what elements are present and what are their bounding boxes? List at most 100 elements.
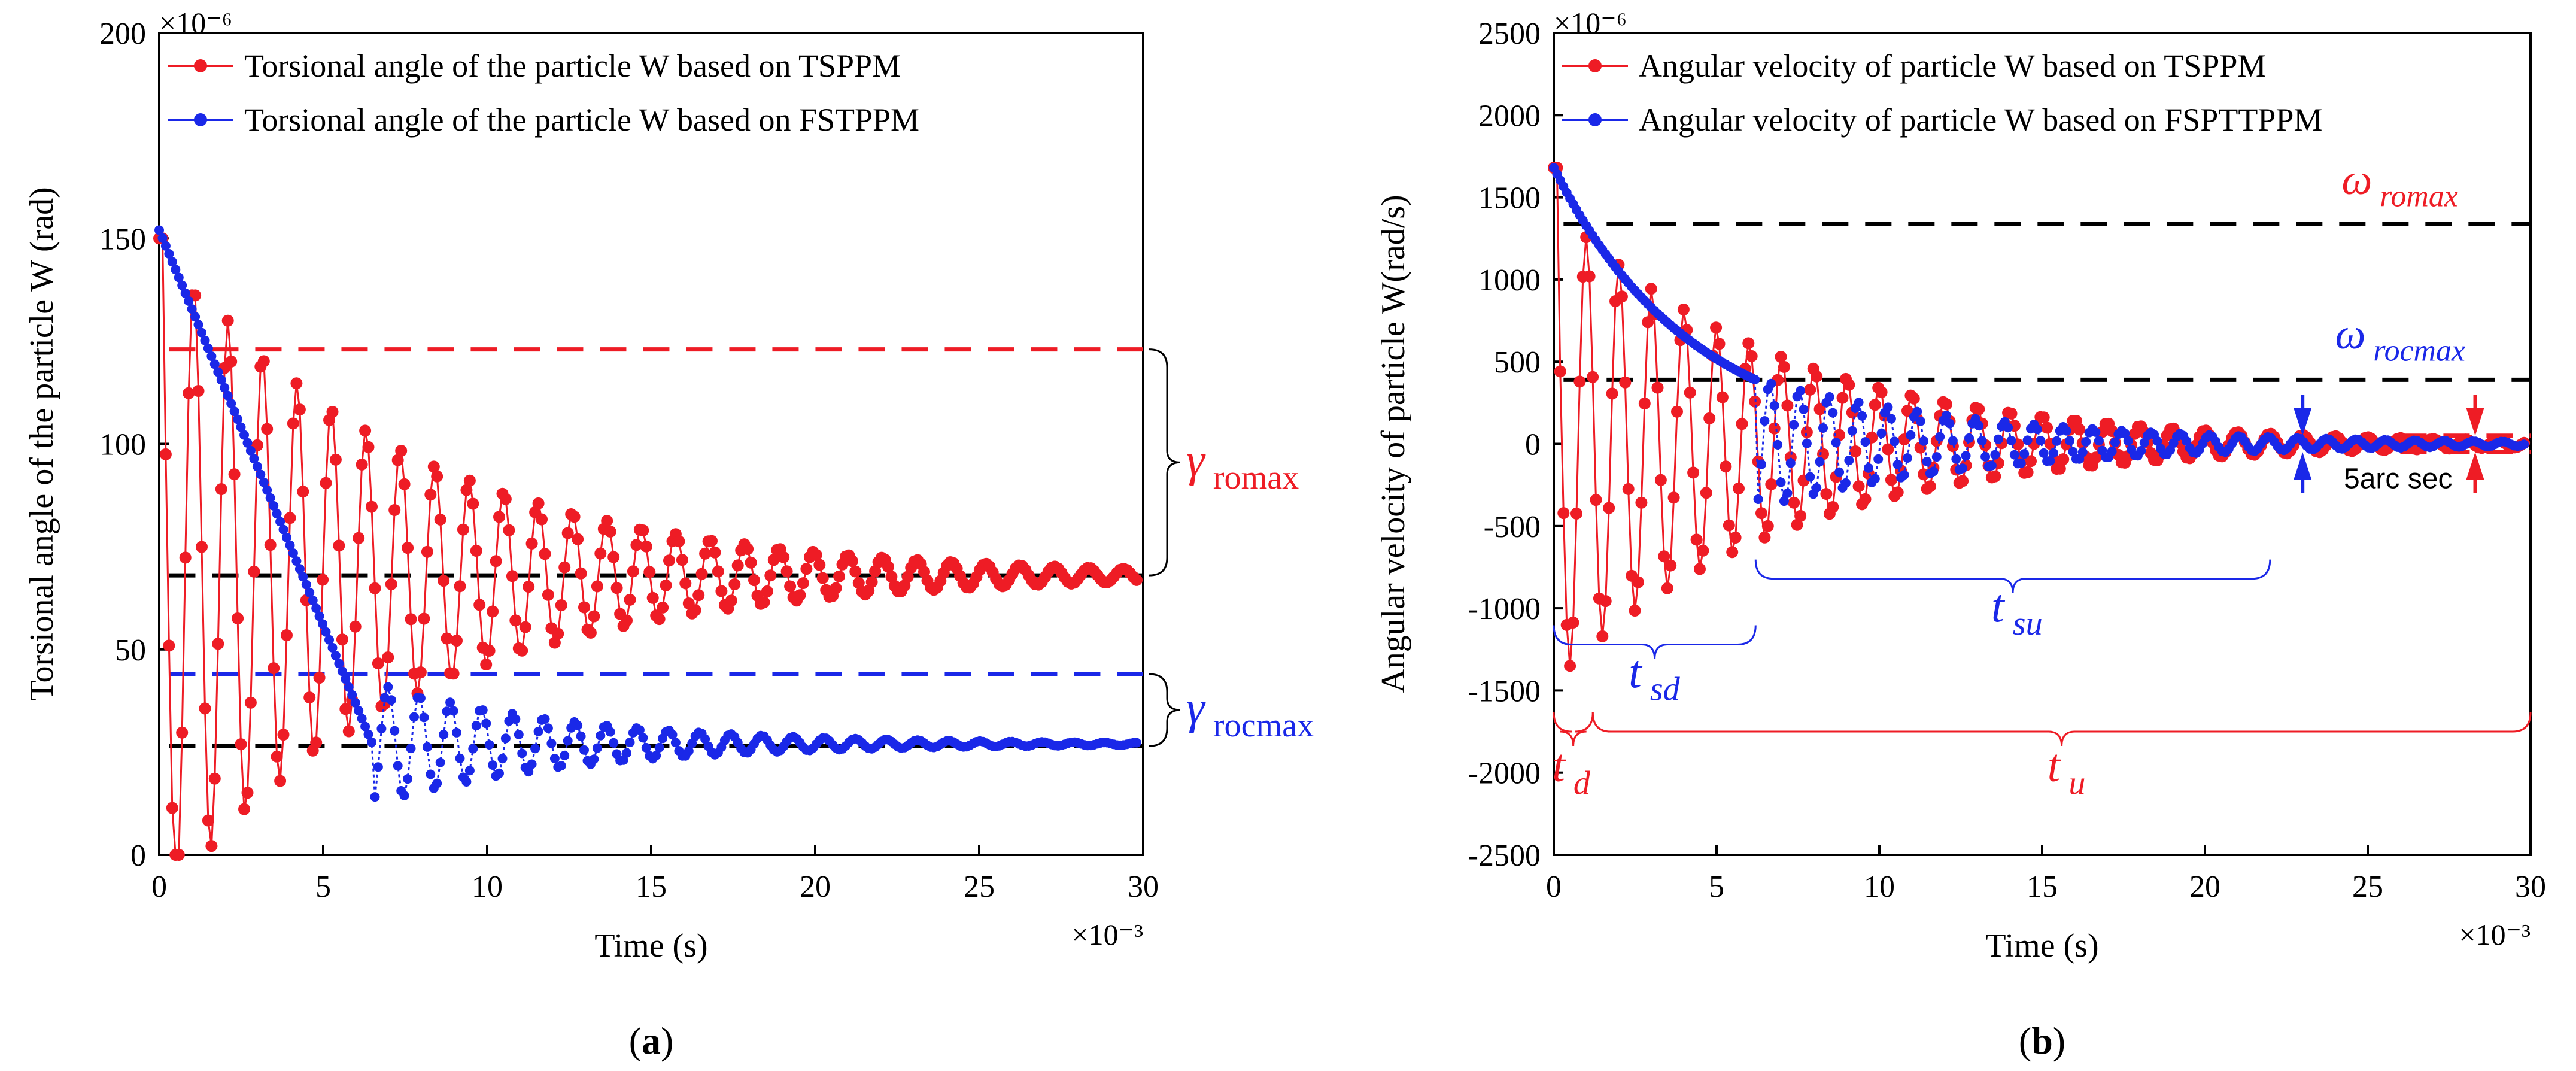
panel-a-data-point xyxy=(572,533,584,545)
panel-a-data-point xyxy=(192,385,205,397)
panel-b-data-point xyxy=(1645,283,1657,295)
panel-a-data-point xyxy=(269,501,279,511)
panel-b-data-point xyxy=(1736,418,1748,430)
panel-b-data-point xyxy=(1632,576,1644,588)
panel-b-data-point xyxy=(2065,436,2075,446)
panel-b-x-tick-label: 15 xyxy=(2027,870,2058,904)
panel-a-data-point xyxy=(398,478,411,490)
panel-b-data-point xyxy=(1697,544,1709,557)
panel-a-data-point xyxy=(163,639,175,652)
panel-a-data-point xyxy=(426,769,436,779)
panel-b-data-point xyxy=(1940,398,1952,411)
panel-b-data-point xyxy=(1773,439,1783,450)
panel-b-data-point xyxy=(1765,478,1778,490)
panel-a-data-point xyxy=(488,760,498,770)
panel-a-data-point xyxy=(424,489,437,501)
panel-a-data-point xyxy=(706,535,718,547)
panel-a-data-point xyxy=(167,257,177,267)
panel-a-data-point xyxy=(291,556,302,566)
panel-a-data-point xyxy=(248,565,260,578)
panel-b-x-tick-label: 20 xyxy=(2189,870,2220,904)
panel-a-data-point xyxy=(767,554,780,566)
panel-a-data-point xyxy=(742,543,754,555)
panel-b-data-point xyxy=(1757,459,1766,469)
panel-a-data-point xyxy=(846,555,858,568)
panel-a-data-point xyxy=(238,803,250,815)
panel-b-data-point xyxy=(1703,412,1716,424)
panel-b-data-point xyxy=(1890,436,1900,447)
panel-a-data-point xyxy=(376,724,387,734)
panel-b-data-point xyxy=(1661,582,1673,594)
panel-b-data-point xyxy=(1779,496,1789,506)
panel-a-data-point xyxy=(725,594,737,607)
panel-a-data-point xyxy=(493,511,505,523)
panel-b-data-point xyxy=(1729,532,1742,544)
panel-a-data-point xyxy=(403,774,413,784)
panel-b-data-point xyxy=(1664,559,1677,572)
panel-a-data-point xyxy=(157,233,168,243)
panel-a-data-point xyxy=(676,554,688,566)
panel-a-data-point xyxy=(780,565,793,578)
panel-b-data-point xyxy=(1948,436,1958,446)
panel-a-data-point xyxy=(220,383,230,393)
panel-a-data-point xyxy=(511,714,521,724)
panel-b-y-tick-label: -2500 xyxy=(1468,839,1541,873)
panel-b-data-point xyxy=(1958,463,1968,474)
panel-b-data-point xyxy=(2016,458,2026,468)
panel-b-data-point xyxy=(1794,509,1807,522)
panel-a-y-tick-label: 50 xyxy=(115,633,146,668)
panel-a-data-point xyxy=(257,355,270,368)
panel-a-data-point xyxy=(447,668,460,680)
panel-b-data-point xyxy=(2057,453,2070,466)
panel-a-data-point xyxy=(654,742,664,753)
panel-a-data-point xyxy=(308,595,318,605)
panel-a-data-point xyxy=(523,581,535,593)
panel-b-data-point xyxy=(1857,411,1867,421)
panel-b-data-point xyxy=(1684,386,1696,399)
panel-a-data-point xyxy=(337,666,347,676)
panel-a-data-point xyxy=(509,614,522,627)
panel-a-data-point xyxy=(478,705,488,715)
panel-a-data-point xyxy=(1131,574,1143,586)
panel-a-data-point xyxy=(209,359,220,369)
panel-a-x-tick-label: 20 xyxy=(800,870,831,904)
panel-a-data-point xyxy=(663,554,675,567)
panel-a-brace xyxy=(1149,673,1181,747)
panel-b-data-point xyxy=(1694,563,1706,575)
panel-b-data-point xyxy=(2019,449,2030,459)
panel-a-data-point xyxy=(333,539,345,552)
panel-a-data-point xyxy=(748,574,760,587)
panel-a-data-point xyxy=(160,241,171,251)
panel-a-data-point xyxy=(712,565,724,578)
panel-a-data-point xyxy=(329,453,342,466)
panel-a-data-point xyxy=(287,417,299,430)
panel-a-data-point xyxy=(794,589,806,602)
panel-a-data-point xyxy=(432,778,442,788)
panel-b-omega-rocmax-label: ω rocmax xyxy=(2335,310,2465,368)
panel-a-data-point xyxy=(455,753,465,763)
panel-a-x-tick-label: 0 xyxy=(151,870,167,904)
panel-a-data-point xyxy=(197,327,206,338)
panel-b-data-point xyxy=(1841,478,1851,488)
panel-b-data-point xyxy=(1886,414,1896,424)
panel-b-data-point xyxy=(1700,487,1712,499)
panel-b-data-point xyxy=(1831,438,1841,448)
panel-a-data-point xyxy=(470,545,482,557)
panel-a-data-point xyxy=(330,651,341,660)
panel-b-y-tick-label: 500 xyxy=(1494,345,1541,380)
panel-b-data-point xyxy=(2025,455,2037,468)
panel-a-data-point xyxy=(261,423,274,435)
panel-b-data-point xyxy=(1961,451,1971,461)
panel-b-data-point xyxy=(1818,423,1828,433)
panel-a-data-point xyxy=(353,532,365,544)
panel-a-data-point xyxy=(293,403,306,416)
panel-a-data-point xyxy=(503,524,515,536)
panel-b-data-point xyxy=(1742,337,1755,350)
panel-a-data-point xyxy=(480,659,493,670)
panel-a-data-point xyxy=(241,787,254,799)
panel-a-x-multiplier: ×10⁻³ xyxy=(1071,918,1143,951)
panel-a-data-point xyxy=(575,567,587,580)
panel-a-data-point xyxy=(561,527,574,539)
panel-a-data-point xyxy=(285,540,295,550)
panel-a-data-point xyxy=(232,612,244,624)
